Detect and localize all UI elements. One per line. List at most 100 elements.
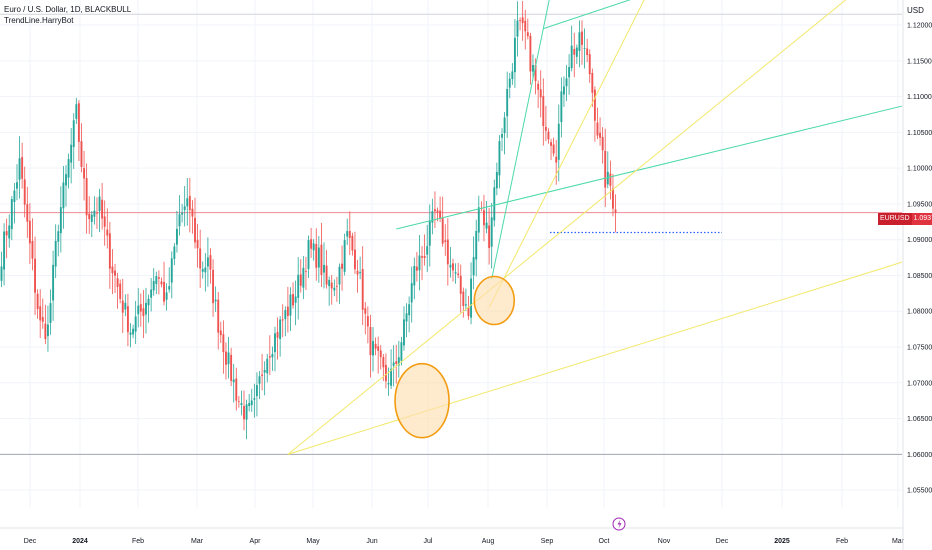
x-tick-label: Sep	[541, 538, 554, 545]
trendline-yellow	[287, 0, 847, 455]
candle-body	[227, 352, 230, 365]
candle-body	[341, 263, 344, 269]
candle-body	[134, 316, 137, 332]
candle-body	[400, 342, 403, 361]
candle-body	[405, 313, 408, 322]
candle-body	[157, 277, 160, 279]
candle-body	[532, 64, 534, 72]
candle-body	[562, 86, 565, 95]
candle-body	[132, 328, 135, 335]
candle-body	[10, 199, 13, 230]
candle-body	[217, 299, 220, 333]
candle-body	[361, 269, 364, 310]
candle-body	[268, 356, 271, 358]
x-tick-label: Nov	[658, 538, 671, 545]
candle-body	[106, 229, 109, 236]
candle-body	[199, 248, 202, 269]
candle-body	[449, 264, 452, 268]
candle-body	[124, 302, 127, 310]
candle-body	[214, 299, 217, 302]
candle-body	[565, 78, 568, 87]
x-tick-label: Mar	[892, 538, 905, 545]
candle-body	[392, 362, 395, 366]
candle-body	[477, 207, 480, 233]
candle-body	[312, 243, 315, 251]
candle-body	[279, 319, 282, 340]
candle-body	[26, 204, 29, 222]
candle-body	[31, 240, 34, 259]
event-marker[interactable]	[612, 517, 626, 531]
candle-body	[508, 78, 511, 88]
candle-body	[317, 247, 320, 268]
candle-body	[436, 210, 439, 213]
candle-body	[44, 323, 47, 340]
candle-body	[261, 374, 264, 376]
candle-body	[426, 246, 429, 255]
candle-body	[390, 368, 393, 386]
candle-body	[581, 31, 583, 45]
candle-body	[72, 120, 75, 148]
candle-body	[555, 156, 558, 163]
candle-body	[578, 32, 581, 51]
lightning-glyph	[617, 519, 622, 529]
candle-body	[175, 228, 178, 245]
candle-body	[462, 291, 465, 306]
candle-body	[529, 35, 532, 72]
currency-label[interactable]: USD	[907, 6, 924, 15]
candle-body	[57, 231, 60, 242]
x-tick-label: May	[306, 538, 320, 545]
candle-body	[446, 239, 449, 265]
candle-body	[588, 54, 591, 75]
candle-body	[67, 159, 70, 178]
candle-body	[18, 158, 21, 180]
candle-body	[423, 256, 426, 258]
symbol-title[interactable]: Euro / U.S. Dollar, 1D, BLACKBULL	[4, 5, 132, 14]
candle-body	[16, 182, 18, 189]
candle-body	[498, 141, 501, 176]
candle-body	[191, 208, 194, 217]
candle-body	[343, 240, 346, 272]
candle-body	[467, 306, 470, 317]
candle-body	[454, 272, 457, 274]
candle-body	[485, 222, 488, 229]
candle-body	[366, 316, 369, 327]
candle-body	[573, 48, 576, 55]
y-tick-label: 1.06500	[907, 416, 932, 423]
candle-body	[276, 332, 279, 338]
candle-body	[188, 196, 191, 211]
candle-body	[495, 172, 498, 189]
candle-body	[237, 401, 240, 403]
candle-body	[550, 142, 552, 146]
candle-body	[384, 364, 387, 382]
candle-body	[418, 255, 421, 271]
candle-body	[516, 20, 519, 37]
candle-body	[387, 383, 390, 385]
candle-body	[139, 304, 142, 312]
x-tick-label: Dec	[24, 538, 37, 545]
candle-body	[534, 65, 537, 81]
y-tick-label: 1.05500	[907, 488, 932, 495]
candle-body	[34, 258, 36, 293]
highlight-ellipses	[394, 275, 516, 439]
candle-body	[240, 403, 243, 405]
candle-body	[395, 361, 398, 364]
trendline-green	[396, 105, 903, 230]
price-badge: EURUSD 1.09378	[878, 213, 932, 225]
candle-body	[23, 179, 26, 205]
candle-body	[297, 274, 300, 298]
candle-body	[28, 220, 31, 244]
candle-body	[560, 91, 563, 123]
candle-body	[330, 282, 333, 289]
highlight-ellipse	[473, 275, 516, 326]
candle-body	[206, 257, 209, 267]
candle-body	[126, 306, 129, 333]
candle-body	[186, 198, 189, 207]
y-tick-label: 1.09500	[907, 201, 932, 208]
indicator-label[interactable]: TrendLine.HarryBot	[4, 16, 74, 25]
candle-body	[488, 225, 491, 248]
candle-body	[129, 332, 132, 335]
candle-body	[304, 271, 307, 272]
candle-body	[511, 71, 514, 80]
